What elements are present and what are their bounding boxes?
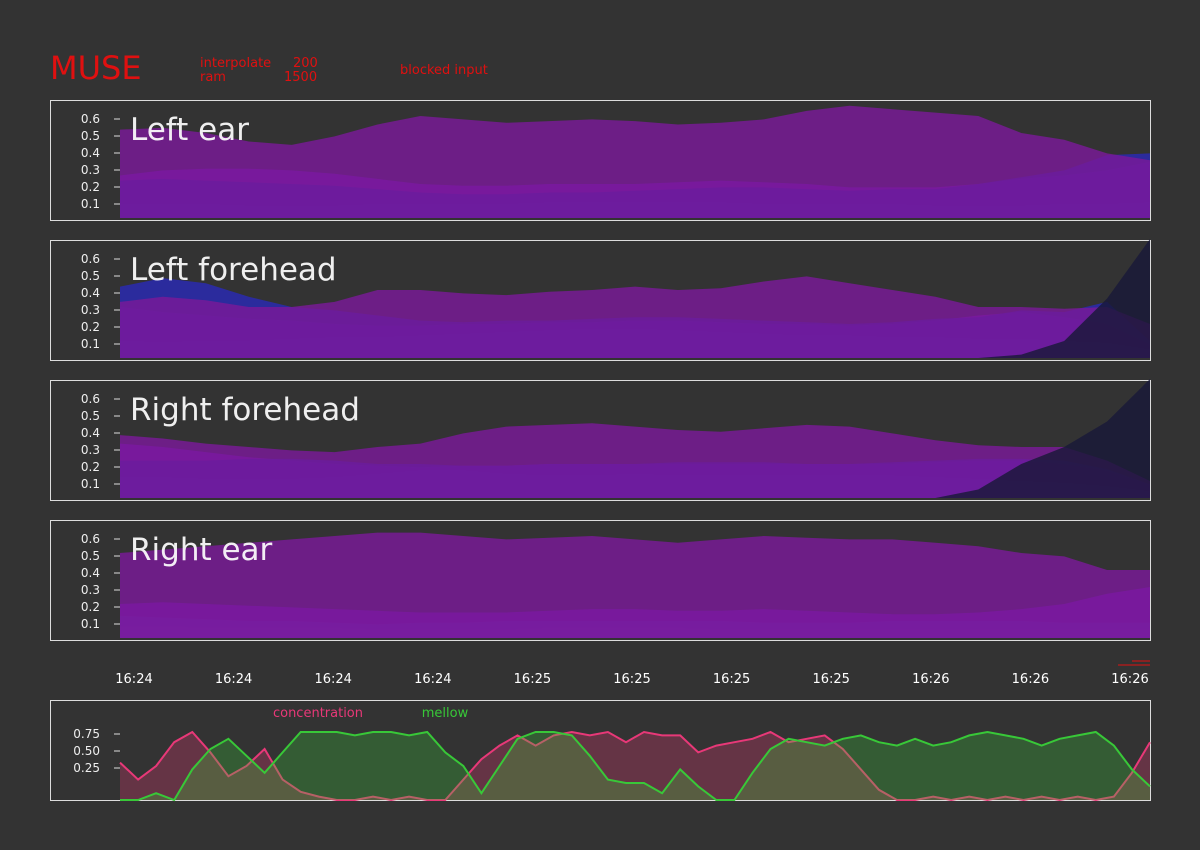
series-area-4 bbox=[120, 276, 1150, 358]
y-tick-label: 0.5 bbox=[81, 129, 100, 143]
y-tick-label: 0.6 bbox=[81, 252, 100, 266]
x-tick-label: 16:26 bbox=[1111, 672, 1148, 687]
chart-frame bbox=[50, 700, 1151, 801]
y-tick-label: 0.2 bbox=[81, 600, 100, 614]
y-tick-label: 0.6 bbox=[81, 392, 100, 406]
y-tick-label: 0.3 bbox=[81, 303, 100, 317]
panel-title: Left forehead bbox=[130, 252, 337, 288]
ram-value: 1500 bbox=[284, 70, 318, 85]
legend-concentration: concentration bbox=[273, 706, 363, 721]
y-tick-label: 0.4 bbox=[81, 566, 100, 580]
chart-panel-4: 0.25 0.50 0.75 concentration mellow bbox=[50, 700, 1151, 802]
x-tick-label: 16:25 bbox=[812, 672, 849, 687]
status-text: blocked input bbox=[400, 63, 488, 78]
y-tick-label: 0.3 bbox=[81, 443, 100, 457]
panel-title: Left ear bbox=[130, 112, 249, 148]
ram-label: ram bbox=[200, 70, 226, 85]
chart-frame bbox=[50, 380, 1151, 501]
panel-title: Right ear bbox=[130, 532, 273, 568]
chart-frame bbox=[50, 100, 1151, 221]
y-tick-label: 0.4 bbox=[81, 286, 100, 300]
chart-frame bbox=[50, 240, 1151, 361]
chart-panel-2: 0.1 0.2 0.3 0.4 0.5 0.6 Right forehead bbox=[50, 379, 1151, 501]
x-axis: 16:24 16:24 16:24 16:24 16:25 16:25 16:25 16:25… bbox=[115, 660, 1150, 687]
series-area-4 bbox=[120, 532, 1150, 638]
legend-mellow: mellow bbox=[422, 706, 469, 721]
chart-frame bbox=[50, 520, 1151, 641]
y-tick-label: 0.25 bbox=[73, 761, 100, 775]
y-tick-label: 0.3 bbox=[81, 163, 100, 177]
x-tick-label: 16:24 bbox=[115, 672, 152, 687]
series-area-1 bbox=[120, 732, 1150, 800]
y-tick-label: 0.2 bbox=[81, 460, 100, 474]
y-tick-label: 0.5 bbox=[81, 269, 100, 283]
x-tick-label: 16:24 bbox=[414, 672, 451, 687]
panel-title: Right forehead bbox=[130, 392, 360, 428]
y-tick-label: 0.1 bbox=[81, 617, 100, 631]
y-tick-label: 0.5 bbox=[81, 409, 100, 423]
y-tick-label: 0.1 bbox=[81, 337, 100, 351]
y-tick-label: 0.5 bbox=[81, 549, 100, 563]
x-tick-label: 16:25 bbox=[514, 672, 551, 687]
series-area-4 bbox=[120, 105, 1150, 218]
series-area-4 bbox=[120, 423, 1150, 498]
x-tick-label: 16:24 bbox=[215, 672, 252, 687]
y-tick-label: 0.2 bbox=[81, 320, 100, 334]
series-area-5 bbox=[120, 379, 1150, 498]
chart-panel-0: 0.1 0.2 0.3 0.4 0.5 0.6 Left ear bbox=[50, 100, 1151, 221]
y-tick-label: 0.75 bbox=[73, 727, 100, 741]
y-tick-label: 0.1 bbox=[81, 197, 100, 211]
y-tick-label: 0.4 bbox=[81, 146, 100, 160]
y-tick-label: 0.4 bbox=[81, 426, 100, 440]
chart-panel-3: 0.1 0.2 0.3 0.4 0.5 0.6 Right ear bbox=[50, 520, 1151, 641]
series-area-0 bbox=[120, 732, 1150, 800]
y-tick-label: 0.50 bbox=[73, 744, 100, 758]
y-tick-label: 0.1 bbox=[81, 477, 100, 491]
series-line-0 bbox=[119, 730, 1151, 802]
y-tick-label: 0.2 bbox=[81, 180, 100, 194]
y-tick-label: 0.6 bbox=[81, 532, 100, 546]
x-tick-label: 16:25 bbox=[713, 672, 750, 687]
chart-panel-1: 0.1 0.2 0.3 0.4 0.5 0.6 Left forehead bbox=[50, 239, 1151, 361]
y-tick-label: 0.6 bbox=[81, 112, 100, 126]
interpolate-label: interpolate bbox=[200, 56, 272, 71]
x-tick-label: 16:25 bbox=[613, 672, 650, 687]
y-tick-label: 0.3 bbox=[81, 583, 100, 597]
app-title: MUSE bbox=[50, 49, 142, 87]
series-line-1 bbox=[120, 730, 1151, 802]
x-tick-label: 16:24 bbox=[314, 672, 351, 687]
interpolate-value: 200 bbox=[293, 56, 318, 71]
x-tick-label: 16:26 bbox=[1012, 672, 1049, 687]
x-tick-label: 16:26 bbox=[912, 672, 949, 687]
